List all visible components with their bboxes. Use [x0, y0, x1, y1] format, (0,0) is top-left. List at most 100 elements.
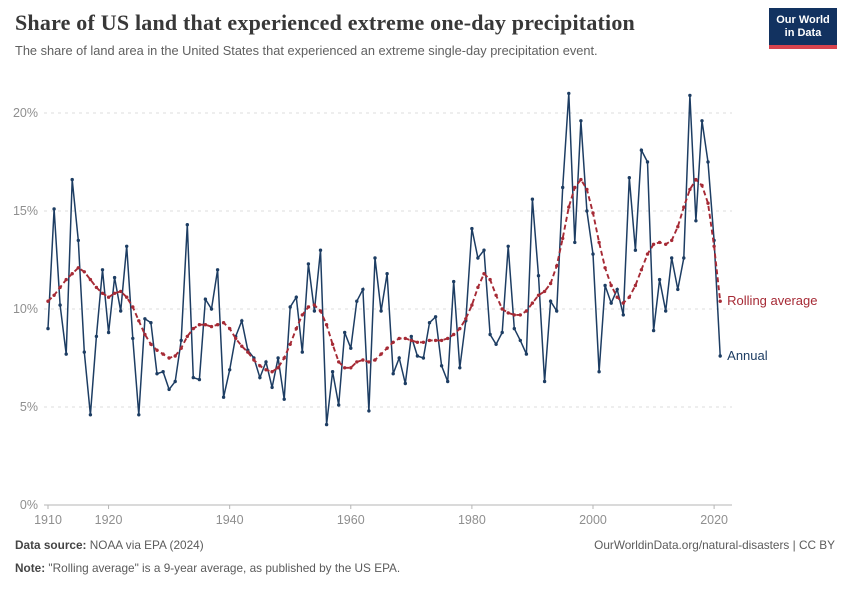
owid-logo: Our World in Data — [769, 8, 837, 50]
chart-subtitle: The share of land area in the United Sta… — [15, 43, 598, 59]
data-point — [718, 354, 722, 358]
data-point — [337, 360, 341, 364]
data-point — [391, 372, 395, 376]
data-point — [506, 311, 510, 315]
owid-logo-line2: in Data — [784, 27, 822, 40]
data-point — [676, 225, 680, 229]
data-point — [579, 119, 583, 123]
data-point — [228, 326, 232, 331]
data-point — [155, 372, 159, 376]
data-point — [639, 268, 644, 272]
data-point — [240, 319, 244, 323]
data-point — [579, 177, 583, 182]
data-point — [94, 285, 99, 290]
x-axis-label-1940: 1940 — [216, 513, 244, 527]
data-point — [603, 266, 607, 270]
data-point — [645, 252, 650, 256]
data-point — [106, 330, 111, 335]
data-point — [476, 285, 480, 290]
data-point — [573, 240, 577, 245]
data-point — [125, 295, 129, 299]
data-point — [627, 176, 631, 180]
data-source-value: NOAA via EPA (2024) — [86, 538, 204, 552]
data-point — [197, 377, 202, 382]
data-point — [191, 375, 195, 380]
data-point — [324, 323, 329, 327]
data-point — [306, 305, 311, 309]
data-point — [603, 283, 607, 288]
data-point — [548, 299, 553, 303]
data-point — [524, 352, 529, 356]
owid-link[interactable]: OurWorldinData.org/natural-disasters | C… — [594, 538, 835, 552]
data-point — [524, 309, 529, 313]
data-point — [300, 313, 304, 317]
data-point — [179, 346, 183, 350]
data-point — [155, 348, 159, 352]
data-point — [209, 307, 214, 311]
data-point — [621, 301, 625, 305]
data-point — [373, 358, 377, 362]
data-point — [573, 185, 577, 190]
data-point — [361, 287, 365, 292]
data-point — [452, 279, 456, 284]
page-title: Share of US land that experienced extrem… — [15, 10, 635, 35]
y-axis-label-15: 15% — [13, 204, 38, 218]
data-point — [615, 295, 619, 299]
data-point — [712, 244, 716, 248]
data-point — [167, 387, 171, 392]
data-point — [385, 272, 389, 276]
data-point — [427, 321, 432, 325]
data-point — [433, 338, 438, 343]
series-rolling-average — [46, 177, 722, 374]
data-point — [694, 219, 698, 223]
data-point — [700, 119, 704, 123]
data-point — [567, 91, 571, 96]
data-point — [100, 291, 105, 295]
data-point — [409, 338, 413, 343]
data-point — [161, 352, 165, 356]
data-point — [397, 336, 401, 341]
data-point — [609, 283, 613, 288]
data-point — [518, 338, 522, 343]
data-point — [482, 248, 486, 252]
data-point — [694, 177, 698, 182]
data-point — [367, 409, 371, 413]
data-point — [191, 326, 195, 331]
data-point — [718, 299, 722, 303]
data-point — [318, 248, 323, 252]
data-point — [318, 309, 323, 313]
y-axis-label-0: 0% — [20, 498, 38, 512]
data-point — [270, 370, 274, 374]
x-axis-label-1920: 1920 — [95, 513, 123, 527]
data-point — [470, 303, 474, 307]
data-point — [282, 356, 286, 360]
series-label-annual: Annual — [727, 348, 768, 363]
data-point — [300, 350, 304, 354]
data-point — [627, 295, 631, 299]
data-point — [82, 270, 87, 274]
data-point — [433, 315, 438, 319]
data-point — [682, 256, 686, 260]
data-point — [548, 281, 553, 286]
data-point — [657, 277, 662, 282]
data-point — [294, 326, 298, 331]
data-point — [421, 356, 426, 360]
owid-logo-line1: Our World — [776, 14, 830, 26]
data-point — [197, 323, 202, 327]
data-point — [343, 330, 347, 335]
data-point — [373, 256, 377, 260]
chart-footer: Data source: NOAA via EPA (2024) Note: "… — [15, 538, 835, 584]
data-point — [276, 366, 280, 370]
data-point — [330, 342, 335, 346]
data-point — [282, 397, 286, 401]
data-point — [173, 379, 177, 384]
data-point — [215, 268, 220, 272]
data-point — [591, 252, 595, 256]
data-point — [706, 201, 710, 205]
data-point — [203, 323, 208, 327]
data-point — [536, 293, 541, 297]
data-point — [500, 307, 504, 311]
data-point — [143, 317, 147, 321]
data-point — [536, 274, 541, 278]
data-point — [555, 309, 559, 313]
